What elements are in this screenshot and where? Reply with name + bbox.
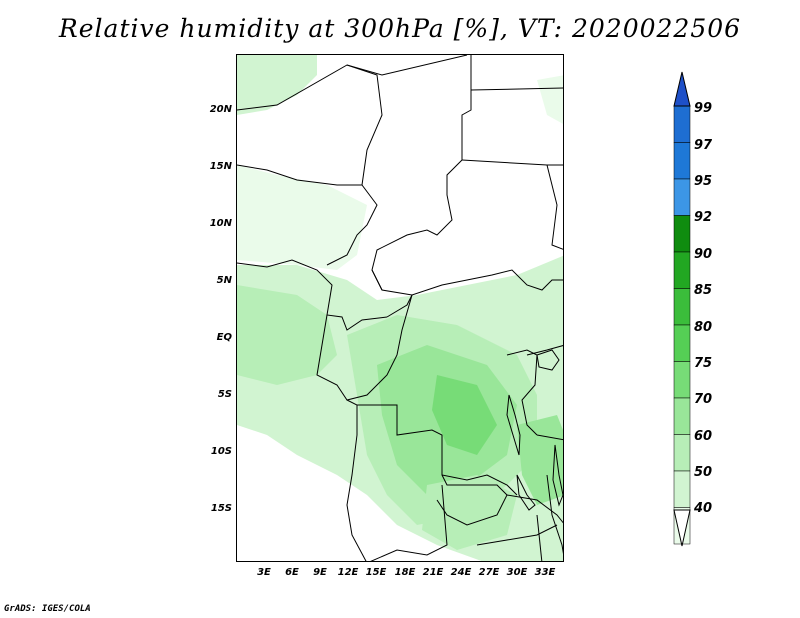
border-line <box>357 404 518 496</box>
border-line <box>371 269 563 296</box>
border-line <box>536 514 543 561</box>
border-line <box>476 524 558 546</box>
colorbar-segments <box>673 105 691 545</box>
colorbar-segment <box>673 288 691 326</box>
lat-tick-15n: 15N <box>209 161 232 172</box>
colorbar <box>673 71 691 547</box>
colorbar-segment <box>673 178 691 216</box>
colorbar-label-50: 50 <box>694 465 713 480</box>
lat-tick-15s: 15S <box>210 503 232 514</box>
border-line <box>237 259 388 331</box>
border-line <box>237 164 378 266</box>
border-line <box>386 294 413 318</box>
lon-tick-21e: 21E <box>422 567 444 578</box>
lon-tick-9e: 9E <box>313 567 327 578</box>
colorbar-segment <box>673 361 691 399</box>
humidity-patch-west <box>237 165 367 270</box>
border-line <box>370 484 448 561</box>
border-line <box>470 87 563 91</box>
colorbar-top-arrow <box>673 71 691 107</box>
lat-tick-eq: EQ <box>216 332 232 343</box>
colorbar-label-70: 70 <box>694 392 713 407</box>
lat-tick-5n: 5N <box>216 275 232 286</box>
colorbar-segment <box>673 470 691 508</box>
border-line <box>436 474 508 526</box>
lon-tick-18e: 18E <box>394 567 416 578</box>
lon-tick-6e: 6E <box>285 567 299 578</box>
colorbar-label-90: 90 <box>694 247 713 262</box>
colorbar-segment <box>673 215 691 253</box>
colorbar-label-60: 60 <box>694 429 713 444</box>
lon-tick-30e: 30E <box>506 567 528 578</box>
border-line <box>546 164 563 250</box>
border-line <box>506 349 538 436</box>
lon-tick-24e: 24E <box>450 567 472 578</box>
lat-tick-10s: 10S <box>210 446 232 457</box>
lon-tick-27e: 27E <box>478 567 500 578</box>
footer-credit: GrADS: IGES/COLA <box>4 604 91 614</box>
colorbar-label-97: 97 <box>694 138 713 153</box>
lake-shoreline <box>536 349 560 371</box>
border-line <box>371 55 472 291</box>
lake-shoreline <box>506 394 521 456</box>
lon-tick-12e: 12E <box>337 567 359 578</box>
humidity-patch-inner <box>432 375 497 455</box>
colorbar-segment <box>673 105 691 143</box>
lon-tick-3e: 3E <box>257 567 271 578</box>
map-frame <box>236 54 564 562</box>
border-line <box>526 345 563 356</box>
lat-tick-20n: 20N <box>209 104 232 115</box>
lat-tick-5s: 5S <box>217 389 232 400</box>
border-line <box>346 55 468 76</box>
humidity-patch-north <box>237 55 317 115</box>
border-line <box>506 494 563 524</box>
colorbar-segment <box>673 397 691 435</box>
colorbar-segment <box>673 142 691 180</box>
border-line <box>237 64 383 186</box>
chart-title: Relative humidity at 300hPa [%], VT: 202… <box>58 14 742 43</box>
colorbar-bottom-arrow <box>673 509 691 547</box>
colorbar-label-99: 99 <box>694 101 713 116</box>
humidity-patch-coast <box>237 285 337 385</box>
colorbar-label-80: 80 <box>694 320 713 335</box>
lon-tick-15e: 15E <box>365 567 387 578</box>
colorbar-segment <box>673 251 691 289</box>
border-line <box>461 159 563 166</box>
border-line <box>536 434 563 441</box>
lake-shoreline <box>552 444 563 507</box>
border-line <box>316 294 413 401</box>
lat-tick-10n: 10N <box>209 218 232 229</box>
lake-shoreline <box>516 474 536 511</box>
humidity-patch-northeast <box>537 75 563 124</box>
colorbar-segment <box>673 434 691 472</box>
country-borders <box>237 55 563 561</box>
colorbar-label-85: 85 <box>694 283 713 298</box>
border-line <box>546 474 563 555</box>
lon-tick-33e: 33E <box>534 567 556 578</box>
colorbar-segment <box>673 324 691 362</box>
colorbar-label-75: 75 <box>694 356 713 371</box>
colorbar-label-95: 95 <box>694 174 713 189</box>
colorbar-label-40: 40 <box>694 501 713 516</box>
colorbar-label-92: 92 <box>694 210 713 225</box>
humidity-map <box>237 55 563 561</box>
